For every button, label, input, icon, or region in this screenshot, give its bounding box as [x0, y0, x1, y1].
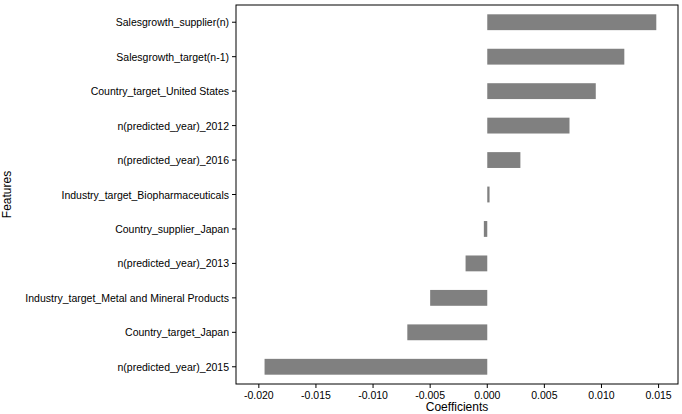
bars [265, 14, 657, 374]
y-tick [232, 263, 236, 264]
y-tick-label: Country_target_Japan [125, 326, 229, 338]
x-tick-label: 0.010 [588, 389, 614, 401]
x-tick [601, 384, 602, 388]
y-tick [232, 91, 236, 92]
x-tick-label: -0.020 [244, 389, 274, 401]
y-tick [232, 366, 236, 367]
y-tick-label: Industry_target_Biopharmaceuticals [61, 189, 229, 201]
chart-svg: -0.020-0.015-0.010-0.0050.0000.0050.0100… [0, 0, 682, 414]
bar [487, 118, 569, 134]
bar [265, 359, 488, 375]
y-tick-label: n(predicted_year)_2012 [118, 120, 230, 132]
y-tick-label: Country_supplier_Japan [115, 223, 229, 235]
x-tick [258, 384, 259, 388]
y-tick [232, 228, 236, 229]
y-tick-label: Country_target_United States [91, 85, 229, 97]
chart-container: -0.020-0.015-0.010-0.0050.0000.0050.0100… [0, 0, 682, 414]
x-tick-label: 0.015 [645, 389, 671, 401]
y-tick-label: Salesgrowth_target(n-1) [116, 51, 229, 63]
x-tick [544, 384, 545, 388]
plot-frame [236, 5, 678, 384]
y-tick-label: n(predicted_year)_2015 [118, 361, 230, 373]
bar [487, 187, 489, 203]
y-tick-label: n(predicted_year)_2013 [118, 257, 230, 269]
x-tick-label: -0.010 [358, 389, 388, 401]
bar [484, 221, 487, 237]
bar [407, 324, 487, 340]
y-tick [232, 194, 236, 195]
y-axis-label: Features [0, 171, 14, 218]
x-tick [658, 384, 659, 388]
y-tick-label: Salesgrowth_supplier(n) [116, 16, 229, 28]
y-tick [232, 22, 236, 23]
x-tick-label: 0.005 [531, 389, 557, 401]
bar [487, 14, 656, 30]
bar [487, 83, 596, 99]
y-tick-label: n(predicted_year)_2016 [118, 154, 230, 166]
y-tick [232, 297, 236, 298]
y-tick-label: Industry_target_Metal and Mineral Produc… [25, 292, 229, 304]
bar [487, 152, 520, 168]
x-tick [487, 384, 488, 388]
y-tick [232, 332, 236, 333]
y-tick [232, 56, 236, 57]
x-tick [315, 384, 316, 388]
y-tick [232, 160, 236, 161]
bar [466, 255, 488, 271]
bar [430, 290, 487, 306]
x-tick [430, 384, 431, 388]
x-axis-label: Coefficients [426, 400, 488, 414]
x-tick-label: -0.015 [301, 389, 331, 401]
x-tick [373, 384, 374, 388]
y-tick [232, 125, 236, 126]
bar [487, 49, 624, 65]
